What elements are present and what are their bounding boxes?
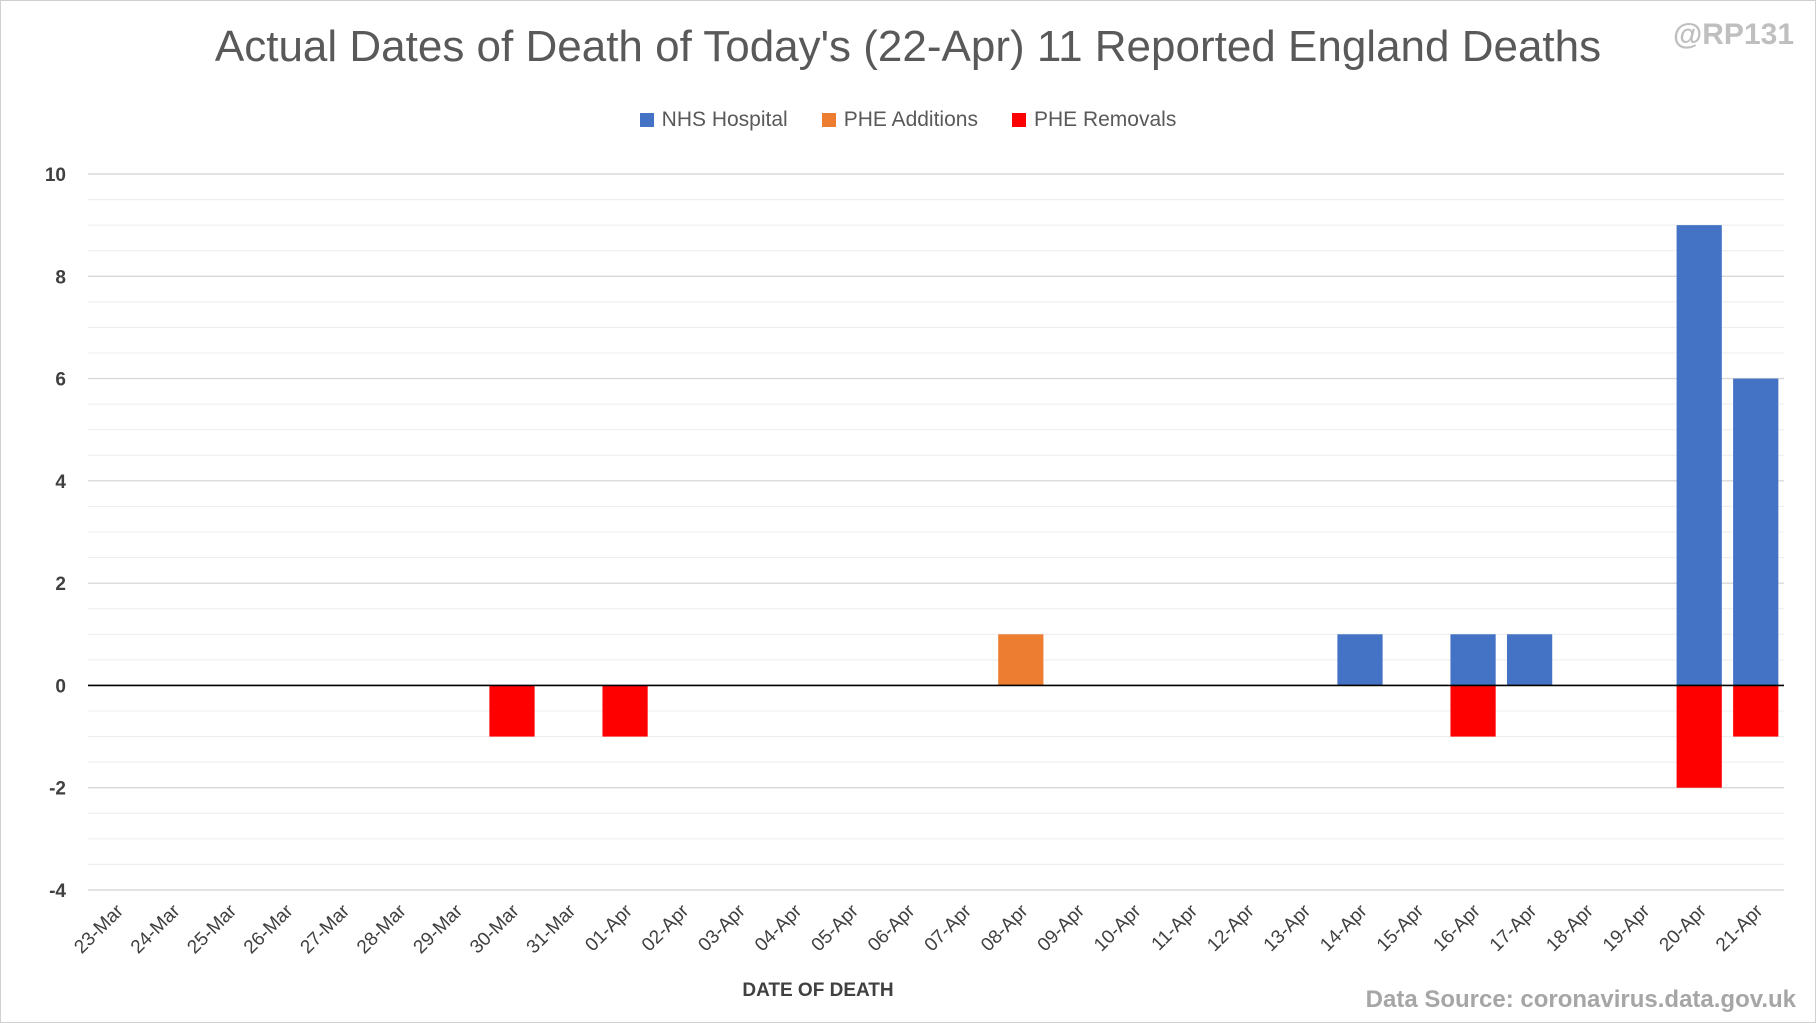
bar-phe-removals xyxy=(1676,685,1722,788)
x-tick-label: 17-Apr xyxy=(1486,900,1542,956)
x-tick-label: 25-Mar xyxy=(183,900,241,958)
x-tick-label: 16-Apr xyxy=(1429,900,1485,956)
x-tick-label: 27-Mar xyxy=(297,900,355,958)
bar-nhs-hospital xyxy=(1676,225,1722,686)
x-tick-label: 20-Apr xyxy=(1656,900,1712,956)
chart-title: Actual Dates of Death of Today's (22-Apr… xyxy=(214,22,1602,71)
x-tick-label: 13-Apr xyxy=(1260,900,1316,956)
legend-item-phe-additions: PHE Additions xyxy=(821,108,978,132)
x-tick-label: 04-Apr xyxy=(751,900,807,956)
x-tick-label: 30-Mar xyxy=(466,900,524,958)
x-axis-title-text: DATE OF DEATH xyxy=(742,980,894,1001)
bar-nhs-hospital xyxy=(1450,634,1496,686)
x-tick-label: 11-Apr xyxy=(1148,900,1203,955)
data-source: Data Source: coronavirus.data.gov.uk xyxy=(1365,986,1796,1013)
x-tick-label: 19-Apr xyxy=(1599,900,1655,956)
x-tick-label: 29-Mar xyxy=(410,900,468,958)
x-tick-label: 14-Apr xyxy=(1316,900,1372,956)
x-tick-label: 26-Mar xyxy=(240,900,298,958)
chart-legend: NHS Hospital PHE Additions PHE Removals xyxy=(0,108,1816,132)
bar-nhs-hospital xyxy=(1733,378,1779,686)
legend-swatch-nhs-hospital xyxy=(639,113,654,127)
y-tick-label: 2 xyxy=(55,574,66,595)
bar-phe-additions xyxy=(998,634,1044,686)
x-tick-label: 05-Apr xyxy=(808,900,864,956)
x-tick-label: 12-Apr xyxy=(1203,900,1259,956)
y-tick-label: -2 xyxy=(49,779,66,800)
legend-swatch-phe-additions xyxy=(821,113,836,127)
y-tick-label: 8 xyxy=(55,267,66,288)
x-tick-label: 24-Mar xyxy=(127,900,185,958)
author-handle: @RP131 xyxy=(1673,18,1794,51)
legend-label-phe-removals: PHE Removals xyxy=(1033,108,1177,131)
legend-label-nhs-hospital: NHS Hospital xyxy=(661,108,788,131)
x-tick-label: 28-Mar xyxy=(353,900,411,958)
x-tick-label: 08-Apr xyxy=(977,900,1033,956)
y-tick-label: 10 xyxy=(45,165,66,186)
x-tick-label: 10-Apr xyxy=(1090,900,1146,956)
x-tick-label: 21-Apr xyxy=(1712,900,1768,956)
x-tick-label: 06-Apr xyxy=(864,900,920,956)
bar-nhs-hospital xyxy=(1337,634,1383,686)
x-tick-label: 09-Apr xyxy=(1034,900,1090,956)
x-tick-label: 23-Mar xyxy=(70,900,128,958)
x-tick-label: 07-Apr xyxy=(921,900,977,956)
x-tick-label: 31-Mar xyxy=(523,900,581,958)
bar-phe-removals xyxy=(489,685,535,737)
bar-nhs-hospital xyxy=(1506,634,1553,686)
y-tick-label: 6 xyxy=(55,370,66,391)
y-tick-label: 4 xyxy=(55,472,66,493)
x-tick-label: 02-Apr xyxy=(638,900,694,956)
bar-phe-removals xyxy=(1450,685,1496,737)
x-tick-label: 18-Apr xyxy=(1542,900,1598,956)
legend-swatch-phe-removals xyxy=(1011,113,1026,127)
x-axis-title: DATE OF DEATH xyxy=(0,980,1816,1002)
bar-phe-removals xyxy=(602,685,648,737)
bar-phe-removals xyxy=(1733,685,1779,737)
x-tick-label: 03-Apr xyxy=(694,900,750,956)
legend-item-phe-removals: PHE Removals xyxy=(1011,108,1177,132)
x-tick-label: 15-Apr xyxy=(1373,900,1429,956)
legend-label-phe-additions: PHE Additions xyxy=(843,108,978,131)
y-tick-label: -4 xyxy=(49,881,66,902)
y-tick-label: 0 xyxy=(55,676,66,697)
legend-item-nhs-hospital: NHS Hospital xyxy=(639,108,788,132)
x-tick-label: 01-Apr xyxy=(581,900,637,956)
